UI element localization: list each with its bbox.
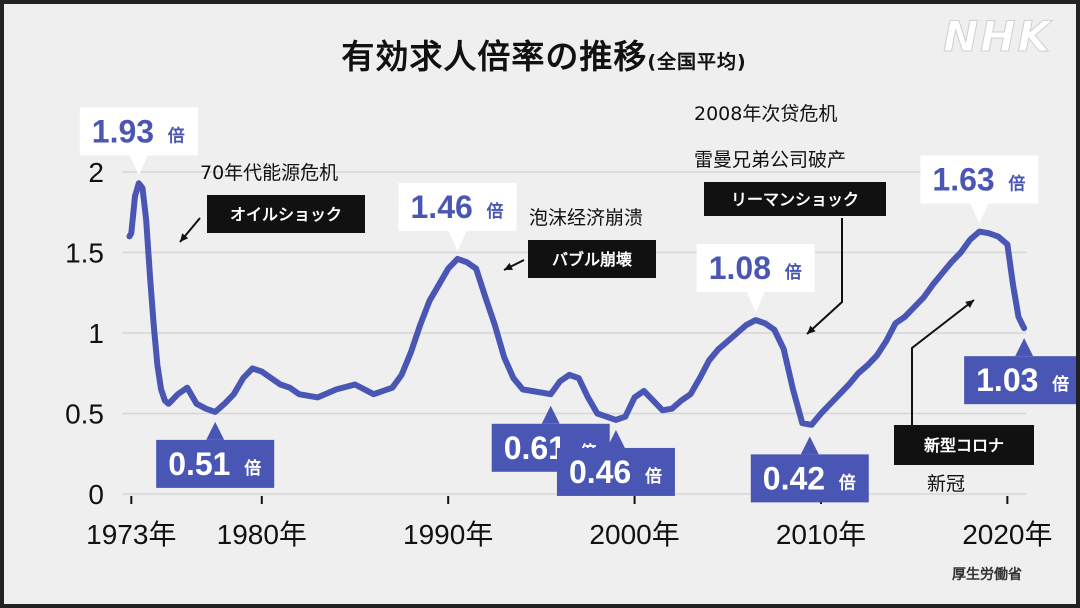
value-label-box — [920, 155, 1039, 204]
nhk-logo: NHK — [943, 12, 1052, 62]
value-label-pointer — [541, 405, 560, 424]
y-tick-label: 1.5 — [65, 238, 104, 269]
x-tick-label: 1990年 — [403, 519, 493, 550]
annotation-arrow-head — [965, 300, 974, 309]
value-label-unit: 倍 — [839, 472, 856, 493]
value-label-box — [156, 439, 275, 488]
value-label-number: 0.46 — [569, 454, 631, 490]
annotation-chinese: 泡沫经济崩溃 — [529, 207, 643, 229]
value-label-1.03: 1.03 倍 — [964, 338, 1076, 405]
chart-title: 有効求人倍率の推移(全国平均) — [341, 37, 747, 76]
value-label-unit: 倍 — [1008, 174, 1025, 195]
annotation-japanese: リーマンショック — [731, 190, 859, 209]
series-line — [126, 180, 1028, 428]
annotation-box — [207, 195, 365, 233]
value-label-pointer — [606, 429, 625, 448]
annotation-box — [894, 425, 1034, 465]
annotation-chinese-2: 雷曼兄弟公司破产 — [694, 149, 846, 171]
value-label-1.63: 1.63 倍 — [920, 155, 1039, 224]
value-label-pointer — [448, 230, 467, 251]
value-label-box — [398, 182, 517, 231]
value-label-number: 0.51 — [168, 446, 230, 482]
value-label-number: 0.61 — [504, 430, 566, 466]
x-tick-label: 1980年 — [217, 519, 307, 550]
value-label-pointer — [746, 292, 765, 313]
value-label-pointer — [206, 421, 225, 440]
chart-subtitle: (全国平均) — [647, 51, 747, 73]
value-label-1.93: 1.93 倍 — [79, 107, 198, 176]
annotation-chinese: 70年代能源危机 — [200, 162, 338, 184]
value-label-box — [750, 454, 869, 503]
value-label-unit: 倍 — [1052, 374, 1069, 395]
annotation-arrow-line — [806, 218, 843, 335]
value-label-unit: 倍 — [785, 262, 802, 283]
value-label-unit: 倍 — [487, 201, 504, 222]
value-label-0.51: 0.51 倍 — [156, 421, 275, 488]
source-label: 厚生労働省 — [952, 567, 1022, 583]
annotation-japanese: バブル崩壊 — [552, 250, 633, 269]
value-label-number: 1.93 — [92, 113, 154, 149]
value-label-pointer — [1015, 338, 1034, 357]
value-label-number: 1.08 — [709, 250, 771, 286]
x-tick-label: 2020年 — [962, 519, 1052, 550]
value-label-1.46: 1.46 倍 — [398, 182, 517, 251]
y-tick-label: 0.5 — [65, 399, 104, 430]
annotation-box — [528, 240, 656, 278]
value-label-box — [79, 107, 198, 156]
annotation-chinese: 2008年次贷危机 — [694, 103, 837, 125]
y-tick-label: 0 — [88, 479, 104, 510]
annotation-arrow-head — [180, 233, 189, 242]
value-label-pointer — [129, 155, 148, 176]
value-label-number: 1.03 — [976, 362, 1038, 398]
annotation-arrow-head — [807, 325, 816, 334]
value-label-pointer — [970, 203, 989, 224]
value-label-unit: 倍 — [244, 458, 261, 479]
x-tick-label: 2010年 — [776, 519, 866, 550]
x-tick-label: 2000年 — [589, 519, 679, 550]
y-tick-label: 1 — [88, 318, 104, 349]
line-chart: 00.511.52倍1973年1980年1990年2000年2010年2020年… — [65, 103, 1076, 550]
value-label-box — [696, 244, 815, 293]
value-label-number: 1.46 — [411, 189, 473, 225]
value-label-0.42: 0.42 倍 — [750, 436, 869, 503]
annotation-chinese: 新冠 — [927, 473, 965, 495]
value-label-number: 0.42 — [763, 460, 825, 496]
value-label-unit: 倍 — [168, 125, 185, 146]
x-tick-label: 1973年 — [86, 519, 176, 550]
value-label-box — [964, 356, 1076, 405]
value-label-number: 1.63 — [932, 162, 994, 198]
annotation-arrow-line — [911, 299, 975, 425]
annotation-arrow-head — [504, 262, 513, 270]
value-label-pointer — [800, 436, 819, 455]
value-label-box — [556, 447, 675, 496]
value-label-1.08: 1.08 倍 — [696, 244, 815, 313]
annotation-japanese: オイルショック — [230, 205, 342, 224]
annotation-japanese: 新型コロナ — [924, 436, 1004, 455]
value-label-0.46: 0.46 倍 — [556, 429, 675, 496]
annotation-box — [704, 182, 886, 216]
value-label-unit: 倍 — [645, 466, 662, 487]
y-tick-label: 2 — [88, 157, 104, 188]
